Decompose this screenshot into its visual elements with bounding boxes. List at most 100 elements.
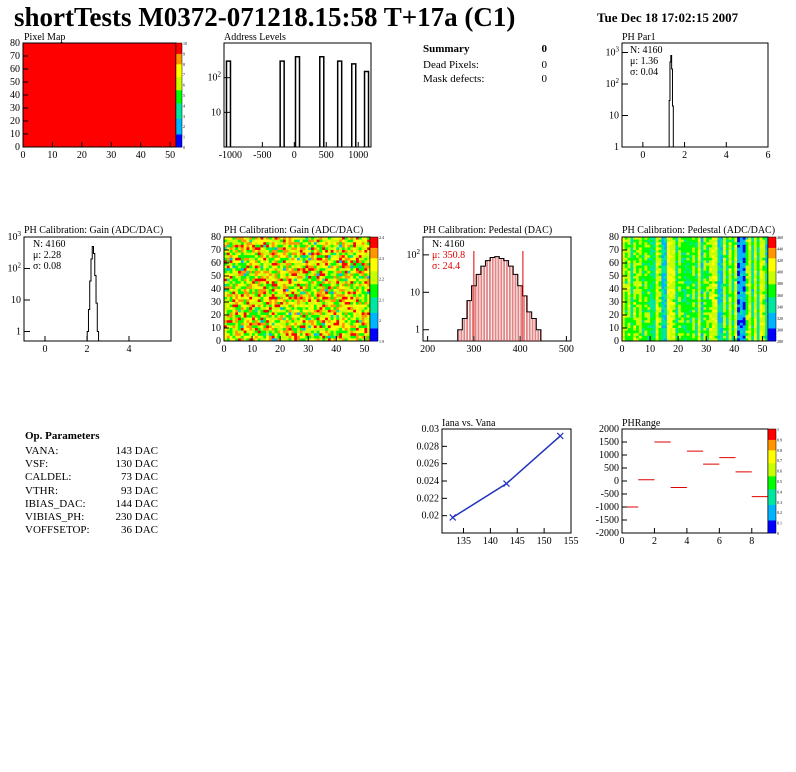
gain-2d-cell	[305, 263, 309, 266]
pedestal-2d-cell	[731, 257, 735, 261]
pedestal-2d-cell	[700, 252, 704, 256]
pedestal-2d-cell	[697, 265, 701, 269]
gain-2d-cell	[243, 328, 247, 331]
gain-2d-cell	[260, 289, 264, 292]
pedestal-2d-cell	[748, 294, 752, 298]
gain-2d-cell	[313, 260, 317, 264]
pedestal-2d-cell	[630, 257, 634, 261]
pedestal-2d-cell	[622, 255, 626, 259]
gain-2d-cell	[268, 317, 273, 321]
gain-2d-cell	[254, 299, 258, 303]
gain-2d-cell	[277, 270, 281, 274]
gain-2d-cell	[240, 291, 244, 295]
gain-2d-cell	[249, 330, 253, 334]
gain-2d-cell	[280, 250, 284, 253]
pedestal-2d-cell	[661, 265, 665, 269]
pedestal-2d-cell	[697, 317, 701, 321]
pedestal-2d-cell	[762, 291, 766, 295]
gain-2d-cell	[308, 286, 312, 290]
gain-2d-cell	[341, 260, 346, 264]
gain-2d-cell	[353, 320, 357, 324]
pedestal-2d-cell	[669, 270, 673, 274]
pedestal-2d-cell	[641, 328, 645, 331]
pedestal-2d-cell	[672, 247, 676, 251]
gain-2d-cell	[266, 242, 270, 246]
gain-2d-cell	[341, 302, 346, 305]
gain-2d-cell	[297, 268, 301, 272]
pedestal-2d-cell	[622, 309, 626, 313]
gain-2d-cell	[330, 270, 334, 274]
pedestal-2d-cell	[622, 333, 626, 337]
gain-2d-cell	[327, 252, 331, 256]
gain-2d-cell	[274, 273, 278, 277]
gain-2d-cell	[238, 263, 242, 266]
pedestal-2d-cell	[641, 302, 645, 305]
pedestal-2d-cell	[697, 257, 701, 261]
pedestal-2d-cell	[762, 315, 766, 318]
gain-2d-cell	[249, 309, 253, 313]
pedestal-2d-cell	[762, 273, 766, 277]
gain-2d-cell	[367, 307, 371, 311]
gain-2d-cell	[308, 296, 312, 300]
gain-2d-cell	[232, 315, 236, 318]
timestamp: Tue Dec 18 17:02:15 2007	[597, 10, 739, 25]
pedestal-2d-cell	[655, 286, 659, 290]
pedestal-2d-cell	[714, 237, 718, 240]
pedestal-2d-cell	[678, 260, 682, 264]
gain-2d-cell	[353, 239, 357, 243]
pedestal-2d-cell	[756, 315, 760, 318]
gain-2d-cell	[229, 320, 233, 324]
pedestal-2d-cell	[695, 270, 699, 274]
pedestal-2d-cell	[644, 268, 648, 272]
pedestal-2d-colorbar-label: 340	[777, 304, 783, 309]
pedestal-2d-cell	[644, 242, 648, 246]
pedestal-2d-cell	[751, 320, 755, 324]
gain-2d-cell	[249, 286, 253, 290]
pedestal-2d-cell	[647, 307, 651, 311]
gain-2d-cell	[364, 270, 368, 274]
pedestal-2d-cell	[700, 333, 704, 337]
pedestal-2d-cell	[751, 325, 755, 329]
pedestal-2d-cell	[745, 263, 749, 266]
pedestal-2d-cell	[762, 270, 766, 274]
gain-2d-cell	[229, 328, 233, 331]
gain-2d-cell	[297, 247, 301, 251]
pedestal-2d-cell	[714, 304, 718, 308]
gain-2d-cell	[226, 255, 230, 259]
pedestal-2d-cell	[720, 317, 724, 321]
gain-2d-cell	[252, 270, 256, 274]
pedestal-2d-cell	[753, 289, 758, 292]
gain-2d-cell	[364, 328, 368, 331]
pedestal-2d-cell	[689, 338, 693, 342]
pedestal-2d-cell	[700, 315, 704, 318]
gain-2d-cell	[271, 242, 275, 246]
pedestal-2d-cell	[647, 270, 651, 274]
gain-2d-cell	[344, 289, 348, 292]
gain-2d-cell	[268, 296, 273, 300]
pedestal-2d-cell	[666, 333, 671, 337]
gain-2d-cell	[240, 237, 244, 240]
gain-2d-cell	[299, 312, 303, 316]
gain-2d-cell	[277, 286, 281, 290]
pedestal-2d-cell	[692, 335, 696, 339]
gain-2d-cell	[361, 286, 365, 290]
pedestal-2d-cell	[703, 257, 707, 261]
gain-2d-cell	[355, 276, 360, 279]
pedestal-2d-cell	[697, 307, 701, 311]
ph-range-colorbar-segment	[768, 517, 776, 521]
pedestal-2d-cell	[739, 317, 744, 321]
pedestal-2d-cell	[689, 307, 693, 311]
gain-2d-cell	[313, 247, 317, 251]
gain-2d-cell	[308, 291, 312, 295]
gain-2d-cell	[350, 289, 354, 292]
pedestal-2d-cell	[748, 263, 752, 266]
pedestal-2d-cell	[756, 333, 760, 337]
pedestal-2d-cell	[650, 283, 654, 287]
pedestal-2d-cell	[664, 244, 668, 248]
gain-2d-cell	[243, 289, 247, 292]
gain-2d-cell	[246, 250, 250, 253]
pedestal-2d-cell	[664, 317, 668, 321]
pedestal-2d-cell	[678, 283, 682, 287]
gain-2d-cell	[319, 289, 323, 292]
pedestal-2d-cell	[644, 244, 648, 248]
